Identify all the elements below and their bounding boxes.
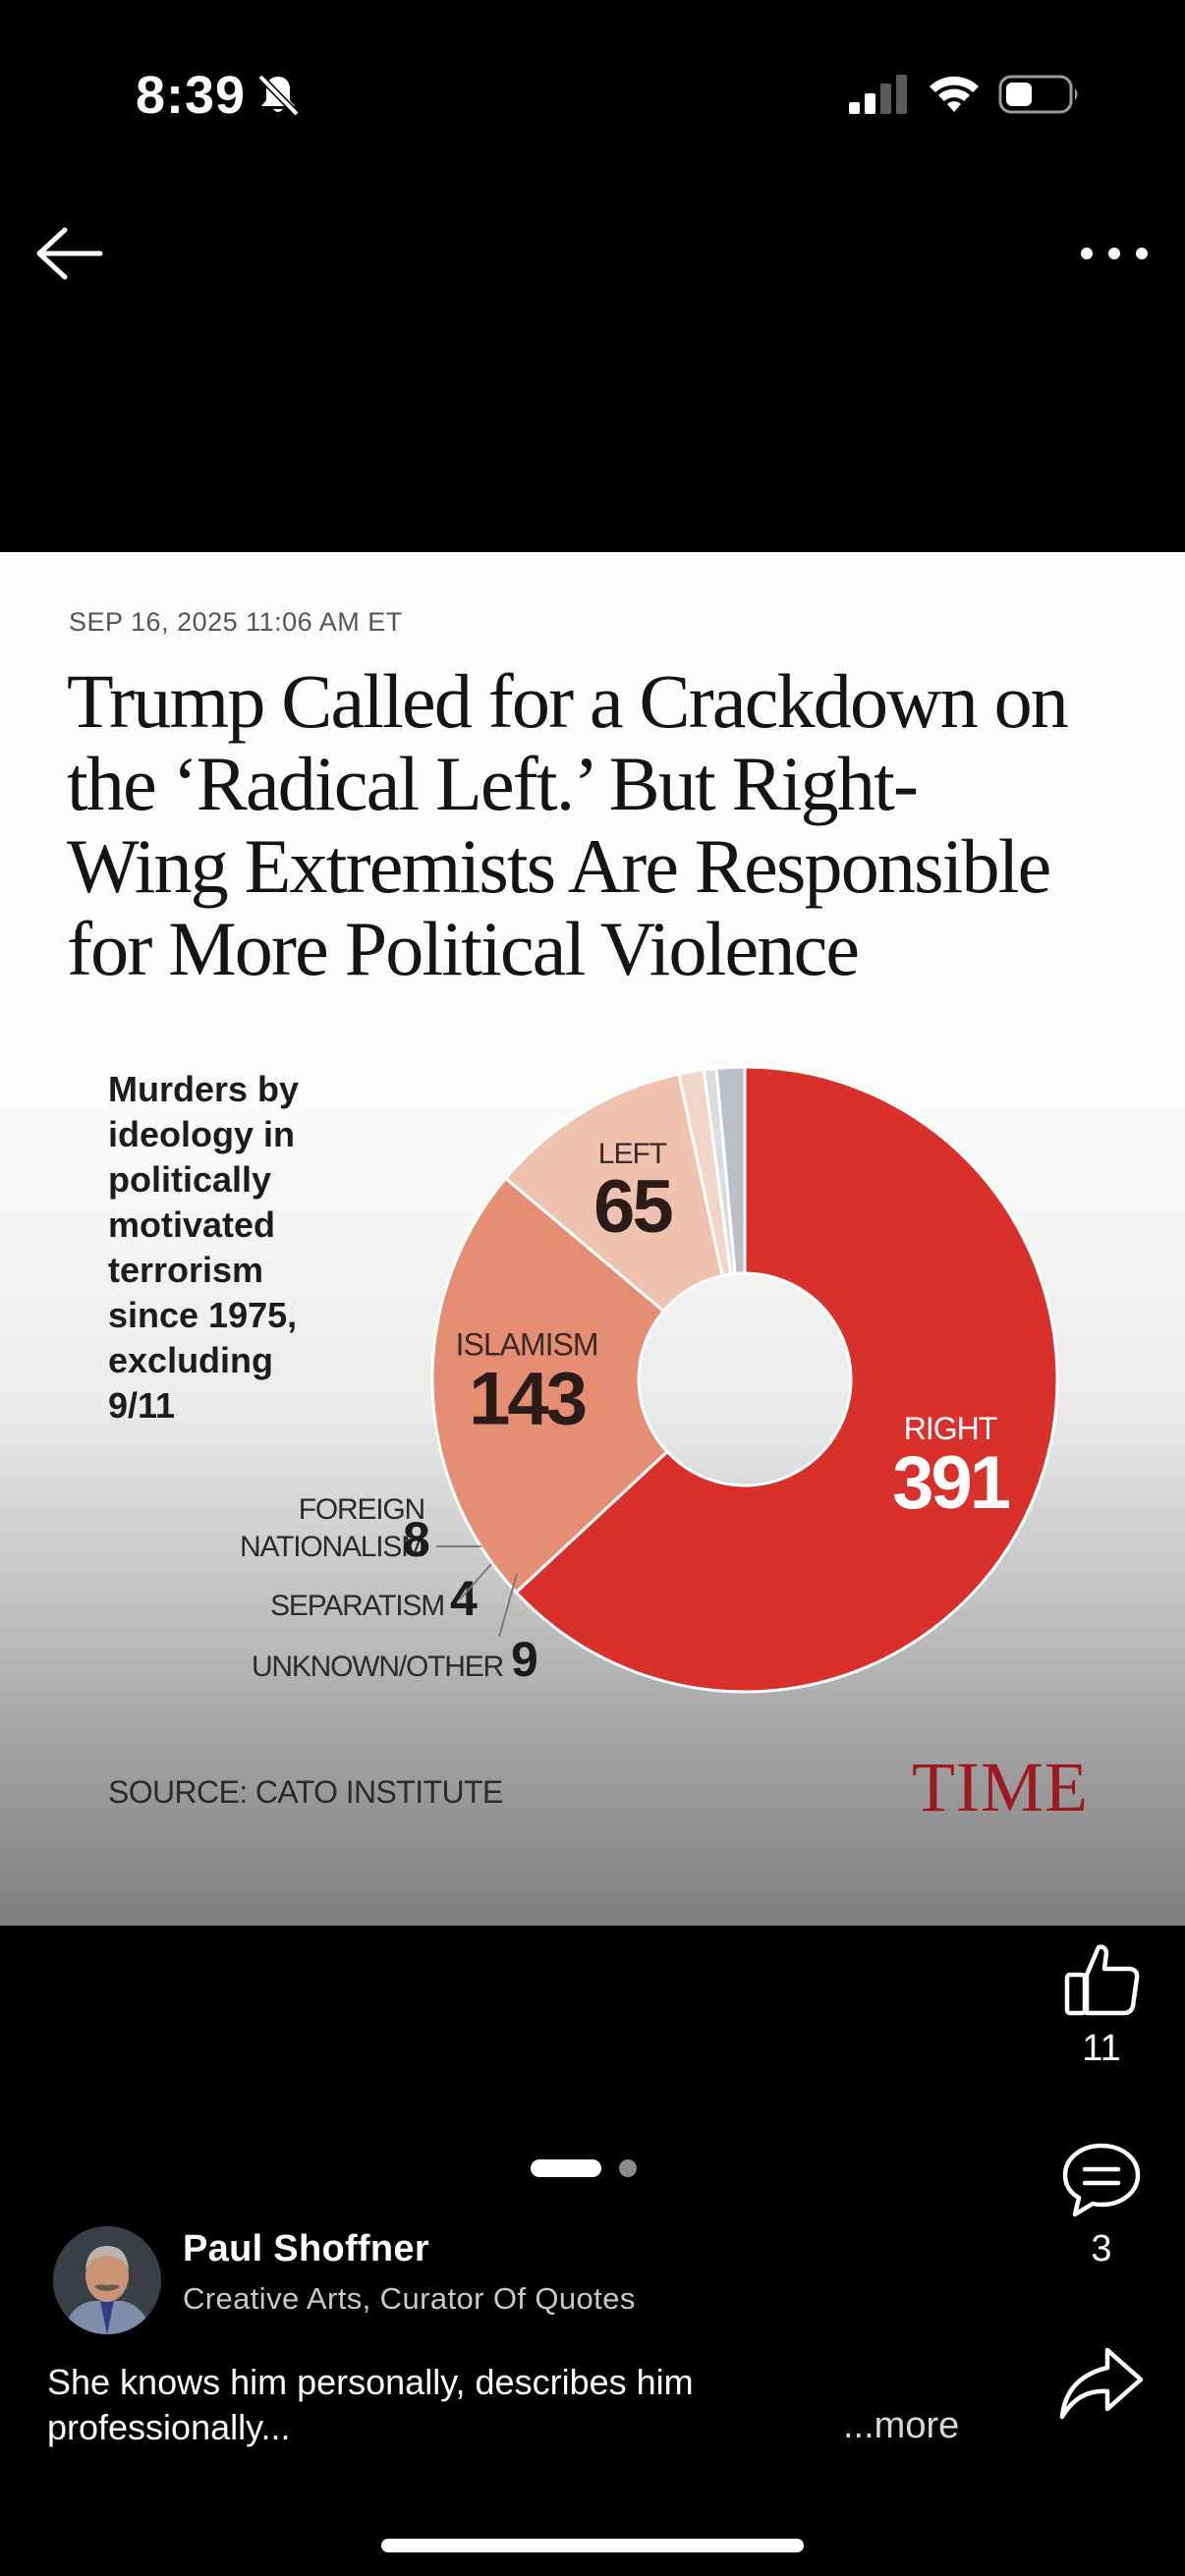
headline-line: for More Political Violence xyxy=(67,906,860,991)
caption-line: She knows him personally, describes him xyxy=(47,2362,694,2402)
thumbs-up-icon xyxy=(1064,1944,1140,2016)
leader-line-unknown-other xyxy=(498,1573,518,1638)
value-right: 391 xyxy=(892,1441,1010,1525)
chart-source: SOURCE: CATO INSTITUTE xyxy=(108,1774,503,1810)
post-image[interactable]: SEP 16, 2025 11:06 AM ET Trump Called fo… xyxy=(0,552,1185,1926)
article-headline: Trump Called for a Crackdown on the ‘Rad… xyxy=(67,660,1128,990)
home-indicator[interactable] xyxy=(381,2539,804,2552)
label-right: RIGHT xyxy=(904,1411,997,1446)
chart-description-line: excluding xyxy=(108,1340,274,1380)
bell-slash-icon xyxy=(257,74,300,117)
author-name[interactable]: Paul Shoffner xyxy=(183,2228,429,2269)
status-time: 8:39 xyxy=(136,66,247,125)
headline-line: the ‘Radical Left.’ But Right- xyxy=(67,741,919,826)
share-icon xyxy=(1059,2347,1144,2420)
value-left: 65 xyxy=(593,1165,672,1249)
share-button[interactable] xyxy=(1047,2340,1156,2425)
label-separatism: SEPARATISM xyxy=(270,1590,444,1622)
chart-description-line: terrorism xyxy=(108,1250,264,1290)
chart-description-line: politically xyxy=(108,1159,272,1200)
cellular-signal-icon xyxy=(849,75,907,114)
chart-description-line: since 1975, xyxy=(108,1295,298,1335)
slice-islamism xyxy=(430,1176,670,1595)
pager-dot-active[interactable] xyxy=(531,2159,601,2177)
time-logo: TIME xyxy=(912,1748,1089,1826)
headline-line: Wing Extremists Are Responsible xyxy=(67,823,1051,909)
author-role: Creative Arts, Curator Of Quotes xyxy=(183,2281,636,2316)
slice-unknown-other xyxy=(714,1065,747,1276)
comment-icon xyxy=(1062,2143,1141,2217)
label-foreign-nationalism: FOREIGN xyxy=(299,1493,424,1526)
avatar-photo xyxy=(53,2226,161,2334)
more-options-button[interactable] xyxy=(1073,228,1156,279)
value-separatism: 4 xyxy=(450,1571,478,1626)
value-unknown-other: 9 xyxy=(511,1632,538,1687)
post-caption: She knows him personally, describes him … xyxy=(47,2360,853,2450)
more-link[interactable]: ...more xyxy=(843,2405,960,2446)
chart-description-line: 9/11 xyxy=(108,1385,176,1426)
headline-line: Trump Called for a Crackdown on xyxy=(67,658,1069,744)
author-avatar[interactable] xyxy=(53,2226,161,2334)
label-islamism: ISLAMISM xyxy=(456,1327,598,1363)
wifi-icon xyxy=(930,76,979,112)
chart-description-line: ideology in xyxy=(108,1114,296,1154)
chart-description-line: Murders by xyxy=(108,1069,300,1109)
article-dateline: SEP 16, 2025 11:06 AM ET xyxy=(69,607,403,637)
like-count: 11 xyxy=(1082,2028,1121,2069)
slice-left xyxy=(503,1072,724,1314)
like-button[interactable]: 11 xyxy=(1047,1937,1156,2070)
slice-right xyxy=(514,1065,1059,1694)
battery-icon xyxy=(998,75,1078,114)
leader-line-separatism xyxy=(459,1563,492,1600)
label-left: LEFT xyxy=(598,1138,667,1170)
comment-button[interactable]: 3 xyxy=(1047,2138,1156,2270)
pager-dot[interactable] xyxy=(619,2159,637,2177)
value-foreign-nationalism: 8 xyxy=(403,1512,430,1567)
caption-line: professionally... xyxy=(47,2407,291,2447)
back-button[interactable] xyxy=(29,218,112,289)
chart-description: Murders by ideology in politically motiv… xyxy=(108,1067,364,1428)
value-islamism: 143 xyxy=(469,1358,586,1441)
label-unknown-other: UNKNOWN/OTHER xyxy=(252,1651,504,1683)
comment-count: 3 xyxy=(1091,2228,1112,2269)
image-pager xyxy=(531,2159,649,2179)
label-foreign-nationalism: NATIONALISM xyxy=(240,1531,424,1563)
chart-description-line: motivated xyxy=(108,1204,276,1245)
